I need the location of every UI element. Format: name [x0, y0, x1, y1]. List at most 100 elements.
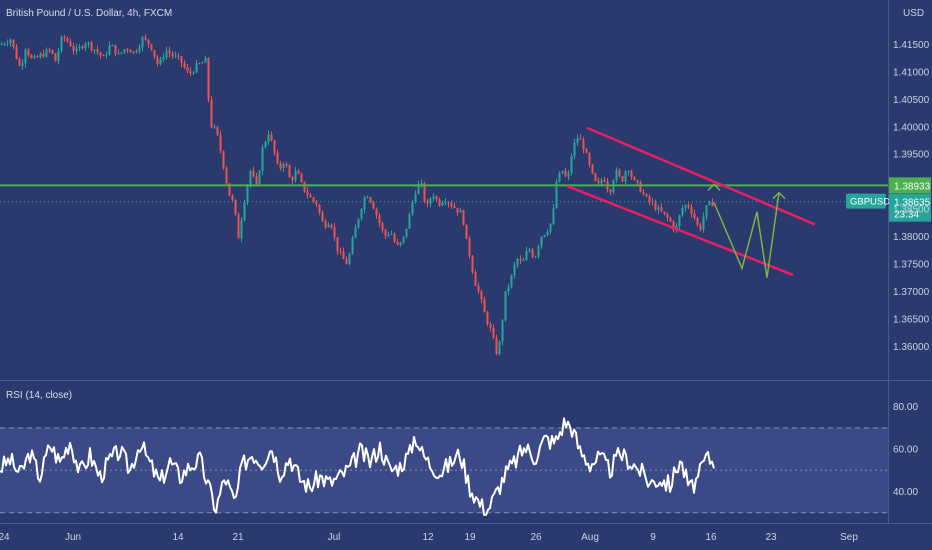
- price-tick-label: 1.40000: [893, 122, 930, 133]
- currency-label: USD: [903, 8, 924, 19]
- candle-body: [135, 51, 138, 53]
- rsi-tick-label: 40.00: [893, 487, 918, 498]
- candle-body: [684, 204, 687, 209]
- candle-body: [528, 249, 531, 252]
- candle-body: [30, 55, 33, 58]
- candle-body: [381, 223, 384, 230]
- arrow-head-icon: [707, 183, 721, 191]
- candle-body: [156, 56, 159, 65]
- candle-body: [189, 71, 192, 73]
- candle-body: [159, 59, 162, 65]
- candle-body: [702, 216, 705, 230]
- candle-body: [711, 201, 714, 207]
- candle-body: [42, 53, 45, 57]
- candle-body: [513, 264, 516, 276]
- candle-body: [228, 183, 231, 196]
- candle-body: [225, 167, 228, 184]
- current-price-text: 1.38635: [894, 198, 931, 209]
- candle-body: [345, 259, 348, 265]
- hline-price-text: 1.38933: [894, 181, 931, 192]
- candle-body: [123, 49, 126, 53]
- candle-body: [423, 183, 426, 202]
- candle-body: [462, 210, 465, 225]
- candle-body: [27, 49, 30, 56]
- rsi-title: RSI (14, close): [6, 390, 72, 401]
- candle-body: [603, 180, 606, 182]
- candle-body: [672, 221, 675, 230]
- candle-body: [705, 205, 708, 217]
- candle-body: [216, 126, 219, 135]
- time-tick-label: Jun: [65, 532, 81, 543]
- candle-body: [117, 53, 120, 55]
- candle-body: [468, 238, 471, 257]
- candle-body: [342, 251, 345, 260]
- candle-body: [210, 99, 213, 128]
- candle-body: [357, 218, 360, 228]
- candle-body: [438, 199, 441, 206]
- candle-body: [153, 49, 156, 57]
- hline-price-badge: [889, 177, 931, 194]
- rsi-line: [0, 417, 715, 516]
- candle-body: [57, 50, 60, 62]
- candle-body: [24, 49, 27, 64]
- candle-body: [318, 204, 321, 213]
- candle-body: [129, 49, 132, 53]
- candle-body: [174, 55, 177, 57]
- candle-body: [645, 193, 648, 197]
- candle-body: [660, 207, 663, 212]
- candle-body: [708, 201, 711, 206]
- candle-body: [465, 224, 468, 239]
- candle-body: [552, 208, 555, 224]
- candle-body: [609, 189, 612, 193]
- candle-body: [687, 204, 690, 207]
- candle-body: [126, 49, 129, 51]
- candle-body: [48, 49, 51, 51]
- candle-body: [654, 202, 657, 210]
- candle-body: [363, 197, 366, 210]
- current-price-badge: [889, 193, 931, 222]
- candle-body: [498, 341, 501, 354]
- price-tick-label: 1.41500: [893, 40, 930, 51]
- candle-body: [369, 197, 372, 203]
- price-axis-divider: [888, 0, 889, 523]
- candle-body: [306, 191, 309, 196]
- candle-body: [21, 63, 24, 66]
- candle-body: [600, 180, 603, 184]
- time-tick-label: 23: [765, 532, 777, 543]
- candle-body: [105, 54, 108, 56]
- candle-body: [111, 45, 114, 47]
- candle-body: [411, 201, 414, 215]
- candle-body: [360, 209, 363, 219]
- channel-line[interactable]: [566, 184, 794, 277]
- candle-body: [204, 57, 207, 63]
- candle-body: [87, 42, 90, 44]
- candle-body: [516, 258, 519, 265]
- candle-body: [561, 170, 564, 174]
- candle-body: [366, 197, 369, 199]
- candle-body: [255, 176, 258, 185]
- candle-body: [372, 202, 375, 209]
- candle-body: [492, 328, 495, 338]
- time-tick-label: 21: [232, 532, 244, 543]
- candle-body: [108, 45, 111, 55]
- candle-body: [663, 211, 666, 214]
- candle-body: [264, 141, 267, 148]
- pane-divider: [0, 380, 932, 381]
- candle-body: [252, 170, 255, 177]
- time-tick-label: Aug: [581, 532, 599, 543]
- price-tick-label: 1.39500: [893, 150, 930, 161]
- candle-body: [426, 201, 429, 204]
- candle-body: [483, 299, 486, 313]
- candle-body: [615, 169, 618, 181]
- candle-body: [222, 151, 225, 168]
- candle-body: [393, 234, 396, 243]
- candle-body: [84, 43, 87, 49]
- candle-body: [165, 50, 168, 58]
- candle-body: [510, 275, 513, 288]
- candle-body: [519, 258, 522, 261]
- candle-body: [408, 214, 411, 229]
- arrow-head-icon: [772, 191, 786, 200]
- candle-body: [192, 72, 195, 74]
- projection-path[interactable]: [713, 192, 780, 278]
